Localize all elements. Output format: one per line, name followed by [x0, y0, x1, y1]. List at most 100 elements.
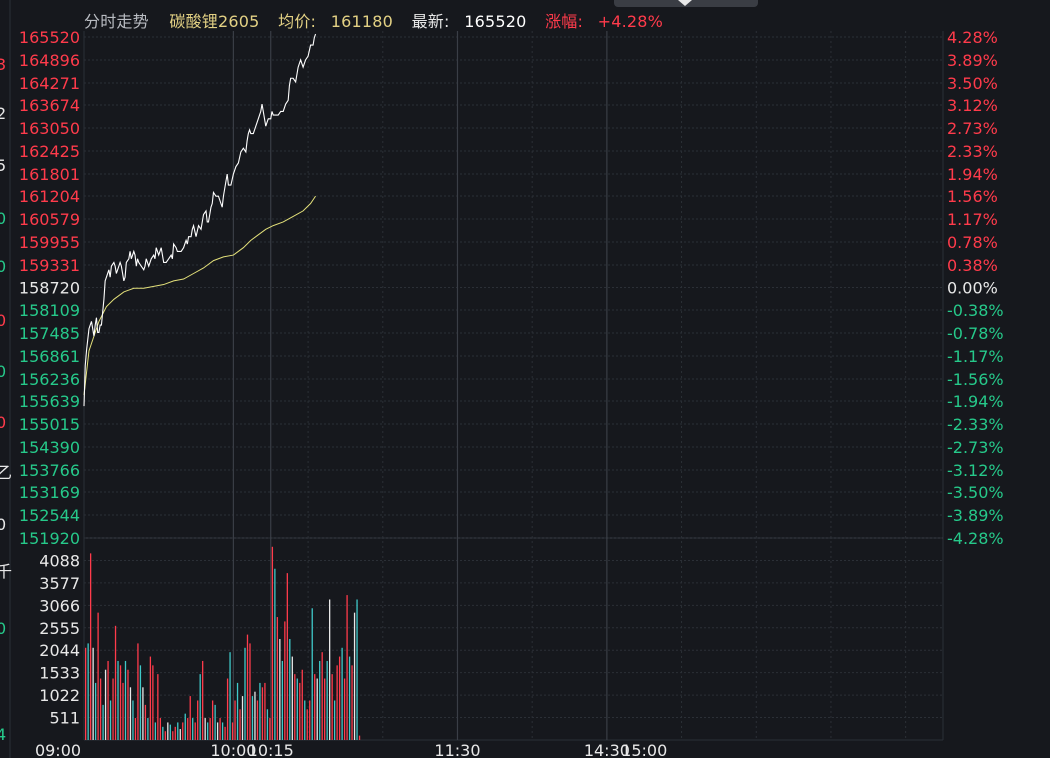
volume-bar — [154, 722, 157, 740]
left-edge-glyphs: 3 2 5 0 0 0 0 0 乙 0 千 0 4 — [0, 55, 12, 744]
volume-bar — [174, 726, 176, 740]
price-tick-label: 151920 — [19, 529, 80, 548]
volume-bar — [314, 674, 316, 740]
volume-bar — [177, 722, 179, 740]
percent-tick-label: 2.33% — [947, 142, 998, 161]
volume-bar — [219, 718, 221, 740]
left-edge-glyph: 5 — [0, 156, 6, 175]
grid-lines — [9, 0, 944, 758]
price-tick-label: 157485 — [19, 324, 80, 343]
volume-bar — [246, 634, 249, 740]
percent-tick-label: 1.56% — [947, 187, 998, 206]
volume-bar — [97, 612, 99, 740]
volume-bar — [226, 678, 229, 740]
percent-tick-label: 3.50% — [947, 74, 998, 93]
volume-bar — [164, 731, 166, 740]
volume-bar — [269, 718, 271, 740]
volume-bar — [324, 678, 326, 740]
percent-tick-label: 3.12% — [947, 96, 998, 115]
volume-bar — [124, 660, 127, 740]
percent-tick-label: 4.28% — [947, 28, 998, 47]
left-edge-glyph: 0 — [0, 515, 6, 534]
volume-bar — [209, 718, 211, 740]
price-tick-label: 156861 — [19, 347, 80, 366]
percent-tick-label: -0.38% — [947, 301, 1004, 320]
time-tick-label: 10:00 — [210, 741, 256, 758]
volume-bar — [216, 722, 219, 740]
price-line — [83, 33, 317, 407]
time-tick-label: 11:30 — [434, 741, 480, 758]
volume-bar — [304, 700, 306, 740]
change-value: +4.28% — [597, 12, 664, 31]
percent-tick-label: -1.94% — [947, 392, 1004, 411]
volume-bar — [316, 678, 318, 740]
percent-tick-label: 3.89% — [947, 51, 998, 70]
volume-bar — [331, 674, 333, 740]
volume-bar — [202, 660, 204, 740]
volume-bar — [192, 718, 194, 740]
volume-bar — [204, 718, 206, 740]
price-tick-label: 155639 — [19, 392, 80, 411]
volume-bar — [189, 696, 191, 740]
volume-bar — [306, 709, 308, 740]
volume-bar — [117, 660, 119, 740]
left-edge-glyph: 0 — [0, 257, 6, 276]
volume-bar — [197, 700, 199, 740]
price-tick-label: 160579 — [19, 210, 80, 229]
volume-bar — [356, 599, 358, 740]
left-edge-glyph: 0 — [0, 413, 6, 432]
price-tick-label: 153766 — [19, 461, 80, 480]
price-tick-label: 161801 — [19, 165, 80, 184]
price-tick-label: 159331 — [19, 256, 80, 275]
contract-name: 碳酸锂2605 — [169, 12, 260, 31]
volume-bar — [187, 718, 189, 740]
price-tick-label: 158720 — [19, 279, 80, 298]
caret-down-icon[interactable] — [678, 0, 692, 6]
percent-tick-label: -3.50% — [947, 483, 1004, 502]
volume-bar — [134, 718, 137, 740]
volume-bar — [107, 660, 109, 740]
volume-bar — [274, 568, 276, 740]
volume-bar — [338, 656, 341, 740]
percent-axis-labels: 4.28% 3.89% 3.50% 3.12% 2.73% 2.33% 1.94% 1.56%… — [947, 28, 1004, 548]
price-tick-label: 153169 — [19, 483, 80, 502]
mode-label[interactable]: 分时走势 — [84, 12, 149, 31]
volume-bar — [281, 660, 283, 740]
volume-bar — [336, 665, 338, 740]
volume-bar — [194, 722, 196, 740]
chart-header: 分时走势 碳酸锂2605 均价: 161180 最新: 165520 涨幅: +… — [84, 11, 663, 33]
volume-bar — [343, 678, 346, 740]
avg-label: 均价: — [278, 12, 317, 31]
volume-bar — [309, 700, 311, 740]
volume-bar — [254, 691, 256, 740]
volume-bar — [87, 643, 89, 740]
volume-bar — [159, 718, 161, 740]
time-tick-label: 10:15 — [248, 741, 294, 758]
percent-tick-label: 0.00% — [947, 279, 998, 298]
percent-tick-label: 0.38% — [947, 256, 998, 275]
volume-bar — [229, 652, 231, 740]
volume-bar — [211, 700, 214, 740]
volume-bar — [162, 726, 164, 740]
volume-bar — [127, 669, 129, 740]
volume-bar — [289, 639, 291, 740]
left-edge-glyph: 0 — [0, 362, 6, 381]
volume-bar — [333, 700, 336, 740]
percent-tick-label: -1.17% — [947, 347, 1004, 366]
volume-bar — [301, 669, 303, 740]
left-edge-glyph: 0 — [0, 209, 6, 228]
volume-bar — [139, 665, 142, 740]
volume-bar — [172, 731, 174, 740]
volume-bar — [144, 704, 147, 740]
volume-tick-label: 2044 — [39, 641, 80, 660]
volume-bar — [351, 665, 353, 740]
time-tick-label: 09:00 — [35, 741, 81, 758]
percent-tick-label: -2.73% — [947, 438, 1004, 457]
change-label: 涨幅: — [545, 12, 584, 31]
percent-tick-label: 1.94% — [947, 165, 998, 184]
percent-tick-label: -1.56% — [947, 370, 1004, 389]
volume-bar — [102, 704, 104, 740]
